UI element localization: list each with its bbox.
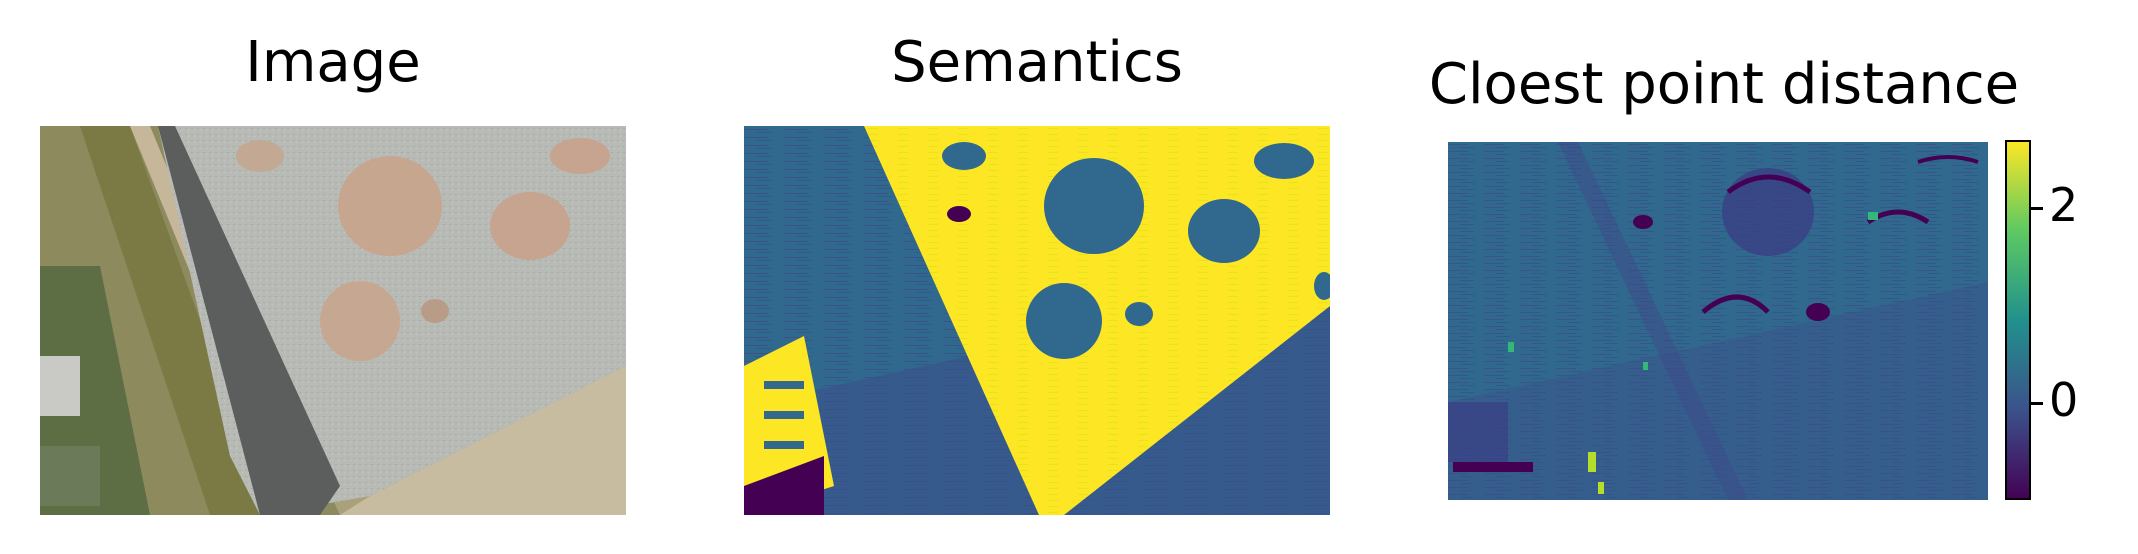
semantics-panel-title: Semantics <box>891 30 1183 95</box>
aerial-image <box>40 126 626 515</box>
colorbar-tick-label: 2 <box>2049 178 2079 233</box>
colorbar-tick-mark <box>2031 401 2043 405</box>
distance-image <box>1448 142 1988 500</box>
semantics-image <box>744 126 1330 515</box>
colorbar-tick-label: 0 <box>2049 372 2079 427</box>
image-panel-title: Image <box>245 30 421 95</box>
colorbar <box>2005 140 2031 500</box>
distance-panel-title: Cloest point distance <box>1428 52 2020 117</box>
colorbar-tick-mark <box>2031 207 2043 211</box>
